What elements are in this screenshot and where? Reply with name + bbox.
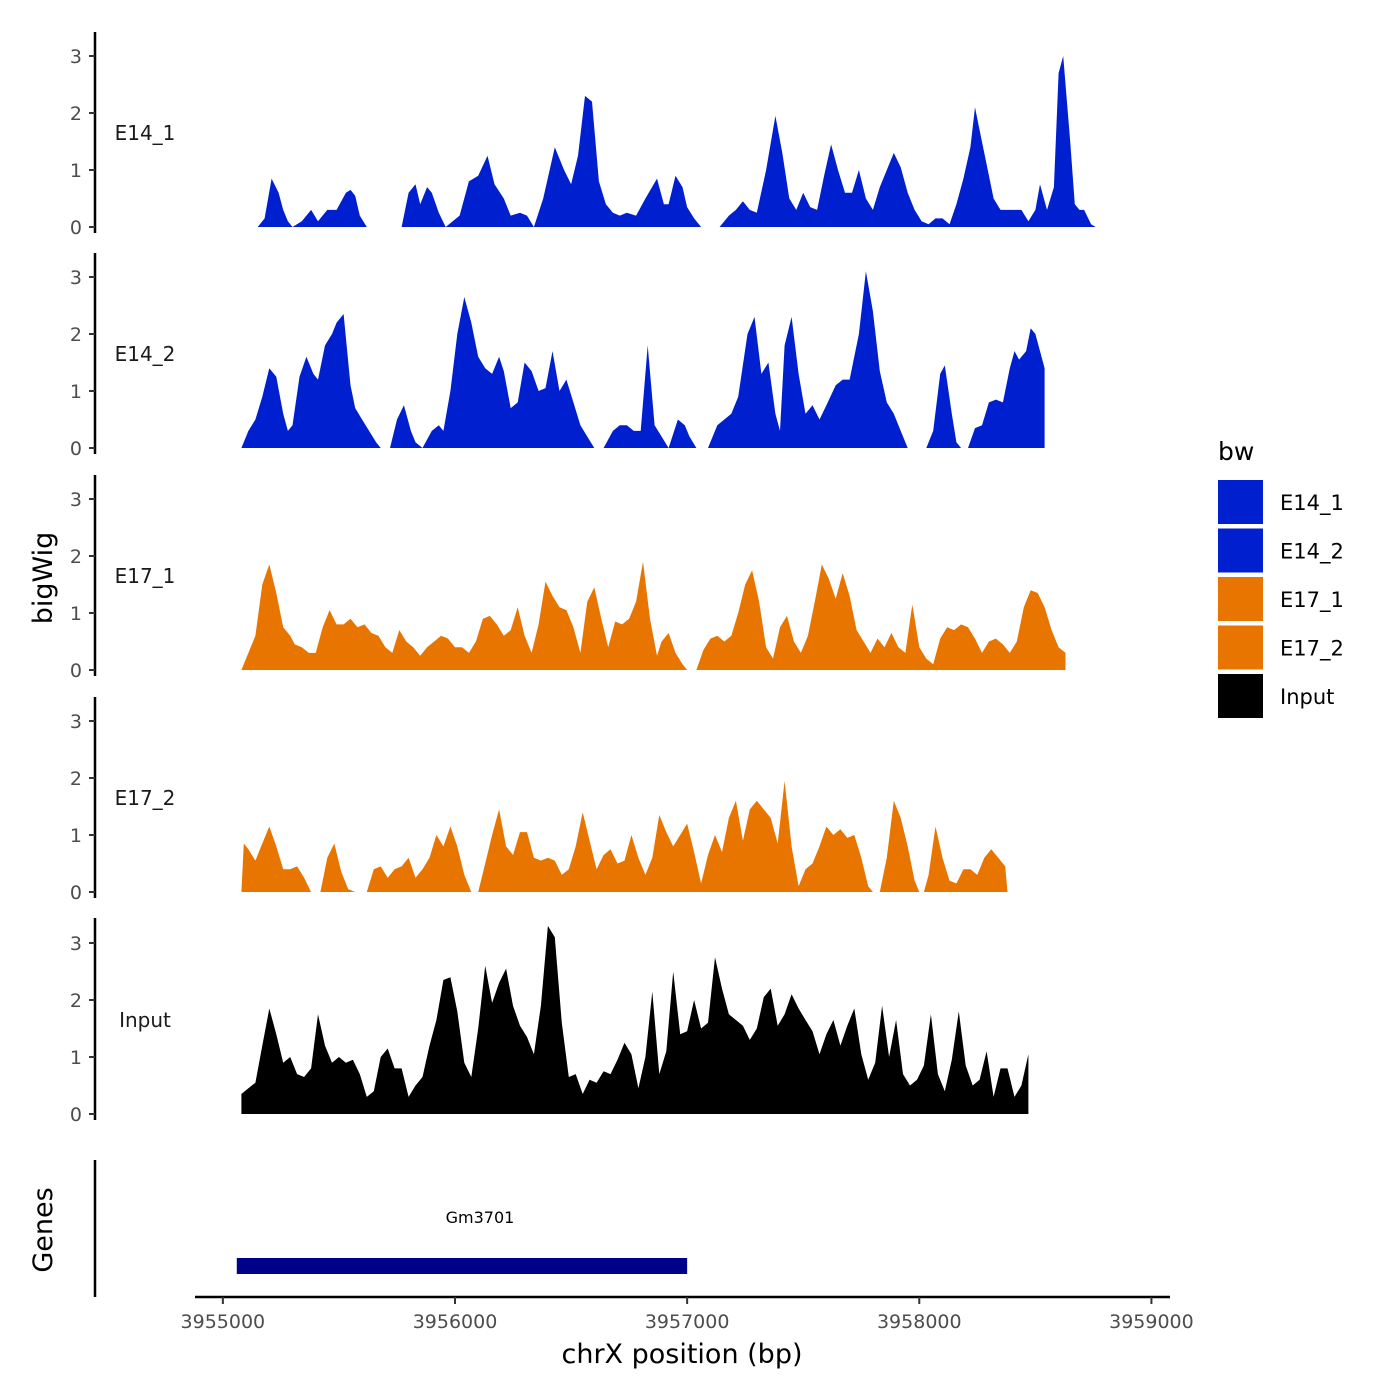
track-e17-1: 0 1 2 3 E17_1 bbox=[70, 475, 1066, 682]
legend-swatch bbox=[1218, 674, 1263, 718]
legend-label: Input bbox=[1280, 685, 1334, 709]
track-label: E17_2 bbox=[115, 786, 176, 810]
x-tick-label: 3957000 bbox=[645, 1311, 730, 1333]
x-tick-label: 3958000 bbox=[877, 1311, 962, 1333]
y-tick-label: 0 bbox=[70, 660, 82, 682]
y-tick-label: 0 bbox=[70, 882, 82, 904]
legend-swatch bbox=[1218, 625, 1263, 670]
y-tick-label: 1 bbox=[70, 381, 82, 403]
track-input: 0 1 2 3 Input bbox=[70, 918, 1029, 1126]
legend-swatch bbox=[1218, 528, 1263, 573]
track-e17-2: 0 1 2 3 E17_2 bbox=[70, 697, 1008, 904]
legend-label: E14_1 bbox=[1280, 491, 1344, 516]
y-tick-label: 1 bbox=[70, 1047, 82, 1069]
legend-label: E17_1 bbox=[1280, 588, 1344, 613]
y-tick-label: 2 bbox=[70, 768, 82, 790]
coverage-area bbox=[241, 561, 1066, 670]
x-tick-label: 3959000 bbox=[1109, 1311, 1194, 1333]
legend-title: bw bbox=[1218, 437, 1254, 466]
legend-item: E14_2 bbox=[1218, 528, 1344, 573]
gene-body bbox=[236, 1258, 688, 1274]
gene-track: Gm3701 bbox=[93, 1160, 688, 1297]
y-tick-label: 1 bbox=[70, 160, 82, 182]
y-tick-label: 1 bbox=[70, 603, 82, 625]
coverage-tracks: 0 1 2 3 E14_1 0 1 2 3 E14_2 0 1 2 3 E17_1 0 1 2 3 E17_2 0 1 2 3… bbox=[70, 32, 1096, 1126]
legend-item: Input bbox=[1218, 674, 1334, 718]
x-tick-label: 3956000 bbox=[413, 1311, 498, 1333]
legend-label: E14_2 bbox=[1280, 540, 1344, 565]
track-label: E14_2 bbox=[115, 342, 176, 366]
x-tick-label: 3955000 bbox=[181, 1311, 266, 1333]
legend-label: E17_2 bbox=[1280, 637, 1344, 662]
y-tick-label: 3 bbox=[70, 711, 82, 733]
track-label: E14_1 bbox=[115, 121, 176, 145]
y-tick-label: 3 bbox=[70, 933, 82, 955]
coverage-area bbox=[257, 56, 1096, 227]
coverage-area bbox=[241, 780, 1008, 892]
genes-track-title: Genes bbox=[28, 1187, 59, 1272]
legend: E14_1 E14_2 E17_1 E17_2 Input bbox=[1218, 480, 1344, 718]
y-tick-label: 2 bbox=[70, 103, 82, 125]
legend-item: E14_1 bbox=[1218, 480, 1344, 524]
y-tick-label: 0 bbox=[70, 217, 82, 239]
track-e14-2: 0 1 2 3 E14_2 bbox=[70, 253, 1045, 460]
x-axis-title: chrX position (bp) bbox=[561, 1339, 802, 1370]
track-e14-1: 0 1 2 3 E14_1 bbox=[70, 32, 1096, 239]
y-axis-title: bigWig bbox=[28, 532, 59, 625]
y-tick-label: 1 bbox=[70, 825, 82, 847]
y-tick-label: 2 bbox=[70, 546, 82, 568]
y-tick-label: 3 bbox=[70, 46, 82, 68]
coverage-area bbox=[241, 925, 1029, 1114]
y-tick-label: 3 bbox=[70, 489, 82, 511]
coverage-area bbox=[241, 271, 1045, 448]
legend-item: E17_1 bbox=[1218, 577, 1344, 621]
track-label: E17_1 bbox=[115, 564, 176, 588]
gene-label: Gm3701 bbox=[446, 1208, 515, 1227]
legend-item: E17_2 bbox=[1218, 625, 1344, 670]
legend-swatch bbox=[1218, 480, 1263, 524]
track-label: Input bbox=[119, 1008, 171, 1032]
y-tick-label: 0 bbox=[70, 438, 82, 460]
legend-swatch bbox=[1218, 577, 1263, 621]
x-axis: 3955000 3956000 3957000 3958000 3959000 bbox=[181, 1295, 1194, 1333]
y-tick-label: 2 bbox=[70, 990, 82, 1012]
y-tick-label: 3 bbox=[70, 267, 82, 289]
y-tick-label: 0 bbox=[70, 1104, 82, 1126]
y-tick-label: 2 bbox=[70, 324, 82, 346]
